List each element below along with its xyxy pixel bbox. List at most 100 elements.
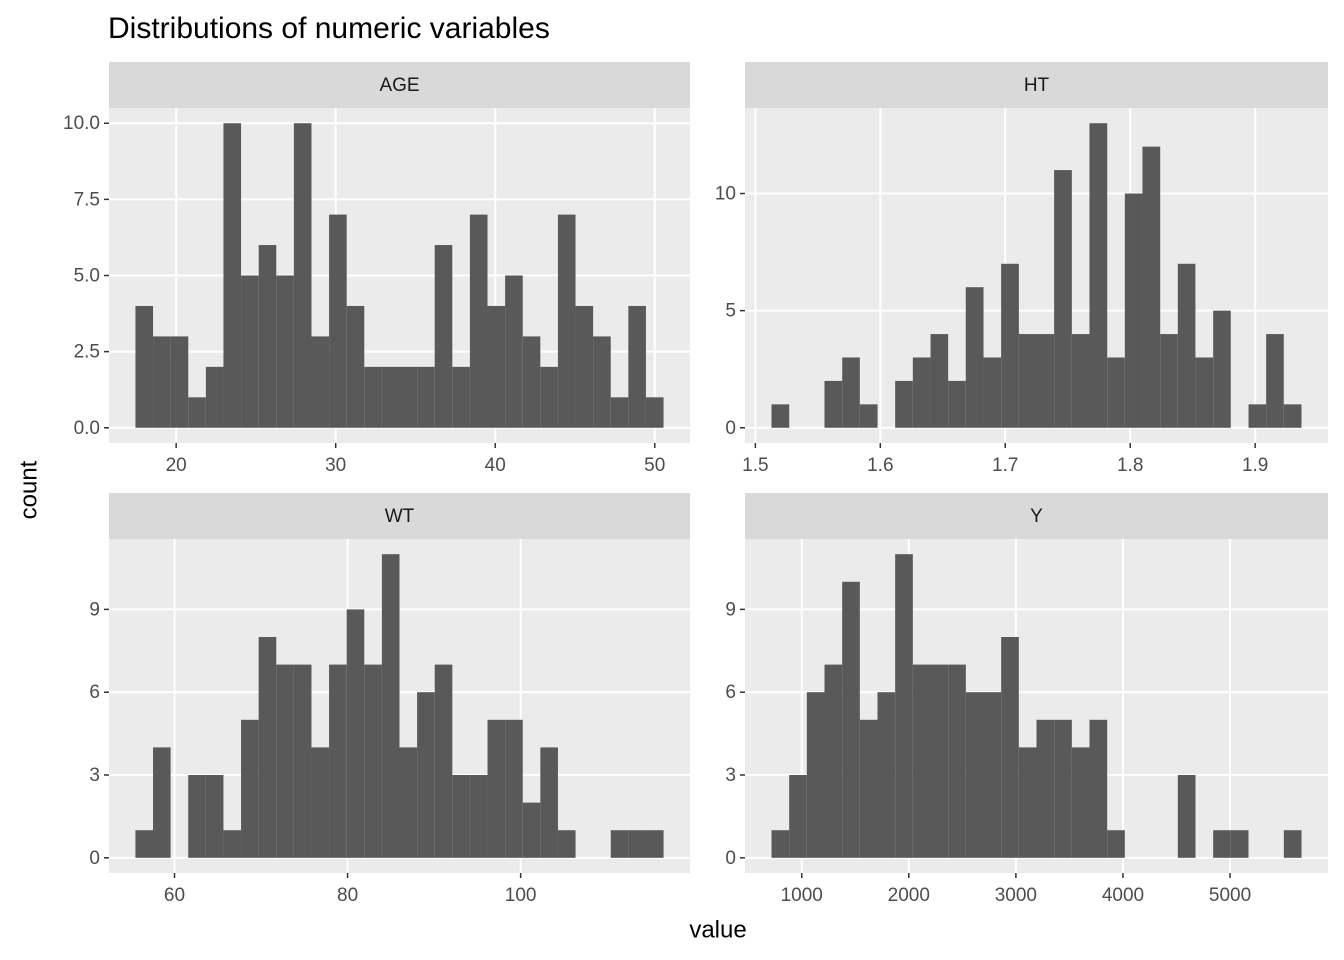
- y-tick-label: 6: [725, 682, 736, 703]
- histogram-bar: [628, 305, 646, 428]
- x-tick-label: 1.6: [867, 455, 893, 476]
- x-tick-label: 20: [166, 455, 187, 476]
- x-tick-label: 3000: [995, 885, 1037, 906]
- histogram-bar: [1177, 263, 1196, 428]
- histogram-bar: [258, 245, 277, 428]
- histogram-bar: [1107, 357, 1125, 428]
- histogram-bar: [276, 275, 294, 428]
- histogram-bar: [258, 636, 277, 858]
- histogram-bar: [842, 581, 860, 858]
- histogram-bar: [1054, 719, 1072, 858]
- histogram-bar: [1054, 170, 1072, 428]
- histogram-bar: [1213, 310, 1231, 428]
- histogram-bar: [1213, 830, 1231, 858]
- x-tick-label: 1000: [781, 885, 823, 906]
- histogram-bar: [205, 366, 224, 428]
- histogram-bar: [965, 692, 984, 858]
- histogram-bar: [540, 366, 558, 428]
- histogram-bar: [276, 664, 294, 858]
- x-tick-label: 80: [337, 885, 358, 906]
- histogram-bar: [452, 366, 470, 428]
- histogram-bar: [912, 664, 931, 858]
- histogram-bar: [346, 305, 365, 428]
- x-tick-label: 30: [325, 455, 346, 476]
- strip: [109, 493, 690, 539]
- y-tick-label: 0: [89, 848, 100, 869]
- chart-title: Distributions of numeric variables: [108, 12, 550, 45]
- y-tick-label: 5: [725, 301, 736, 322]
- histogram-bar: [610, 830, 629, 858]
- x-tick-label: 60: [164, 885, 185, 906]
- histogram-bar: [859, 404, 878, 428]
- y-tick-label: 5.0: [74, 266, 100, 287]
- histogram-bar: [912, 357, 931, 428]
- histogram-bar: [1124, 193, 1143, 428]
- x-tick-label: 50: [644, 455, 665, 476]
- histogram-bar: [205, 775, 224, 858]
- histogram-bar: [399, 366, 418, 428]
- histogram-bar: [948, 664, 966, 858]
- y-tick-label: 10.0: [63, 113, 100, 134]
- histogram-bar: [930, 334, 949, 428]
- histogram-bar: [329, 214, 347, 428]
- histogram-bar: [1036, 334, 1055, 428]
- y-tick-label: 2.5: [74, 342, 100, 363]
- x-tick-label: 100: [505, 885, 537, 906]
- y-tick-label: 0: [725, 418, 736, 439]
- histogram-bar: [364, 366, 382, 428]
- histogram-bar: [824, 380, 843, 428]
- strip-label: AGE: [379, 75, 419, 96]
- y-tick-label: 9: [89, 599, 100, 620]
- histogram-bar: [1107, 830, 1125, 858]
- strip: [745, 62, 1328, 108]
- histogram-bar: [487, 305, 506, 428]
- histogram-bar: [1142, 146, 1161, 428]
- histogram-bar: [135, 305, 154, 428]
- histogram-bar: [965, 287, 984, 428]
- histogram-bar: [381, 366, 400, 428]
- histogram-bar: [241, 719, 259, 858]
- histogram-bar: [417, 692, 435, 858]
- histogram-bar: [575, 305, 594, 428]
- histogram-bar: [293, 123, 312, 428]
- x-tick-label: 2000: [888, 885, 930, 906]
- x-axis-label: value: [689, 916, 746, 943]
- histogram-bar: [153, 747, 171, 858]
- histogram-bar: [645, 830, 664, 858]
- histogram-bar: [417, 366, 435, 428]
- y-tick-label: 0.0: [74, 418, 100, 439]
- histogram-bar: [540, 747, 558, 858]
- histogram-bar: [1071, 747, 1090, 858]
- histogram-bar: [381, 554, 400, 858]
- histogram-bar: [877, 692, 896, 858]
- histogram-bar: [1266, 334, 1284, 428]
- histogram-bar: [983, 357, 1002, 428]
- histogram-bar: [469, 775, 488, 858]
- x-tick-label: 40: [485, 455, 506, 476]
- histogram-bar: [610, 397, 629, 428]
- histogram-bar: [434, 664, 453, 858]
- histogram-bar: [824, 664, 843, 858]
- histogram-bar: [895, 380, 913, 428]
- histogram-bar: [1283, 830, 1302, 858]
- histogram-bar: [557, 214, 576, 428]
- histogram-bar: [364, 664, 382, 858]
- histogram-bar: [311, 336, 330, 428]
- histogram-bar: [223, 830, 242, 858]
- y-tick-label: 7.5: [74, 189, 100, 210]
- histogram-bar: [895, 554, 913, 858]
- histogram-bar: [1283, 404, 1302, 428]
- y-tick-label: 3: [725, 765, 736, 786]
- histogram-bar: [948, 380, 966, 428]
- histogram-bar: [593, 336, 611, 428]
- histogram-bar: [1036, 719, 1055, 858]
- histogram-bar: [522, 336, 541, 428]
- histogram-bar: [346, 609, 365, 858]
- histogram-bar: [1230, 830, 1249, 858]
- histogram-bar: [135, 830, 154, 858]
- histogram-bar: [628, 830, 646, 858]
- histogram-bar: [1018, 747, 1037, 858]
- histogram-bar: [311, 747, 330, 858]
- histogram-bar: [153, 336, 171, 428]
- x-tick-label: 1.8: [1117, 455, 1143, 476]
